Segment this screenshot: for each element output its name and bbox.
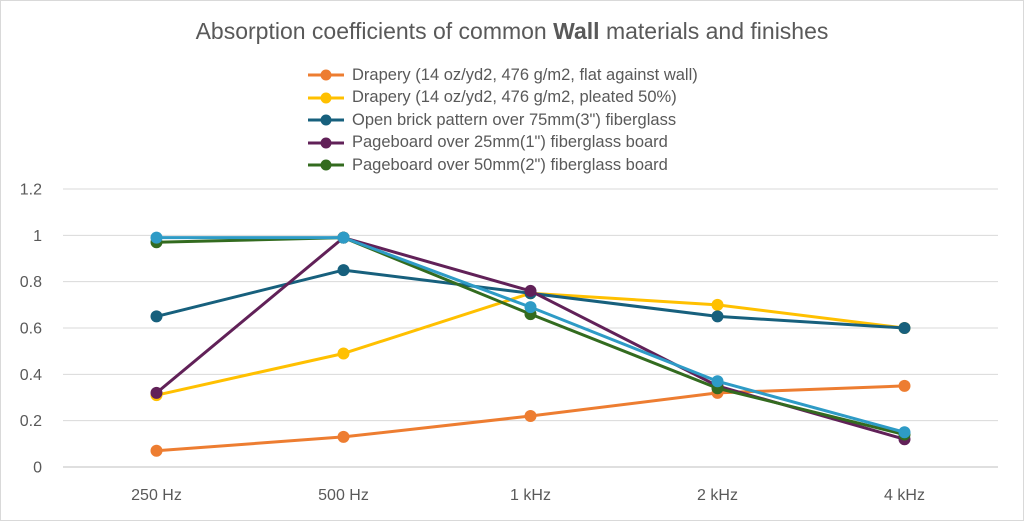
data-point-2 xyxy=(337,264,350,277)
series-line-5 xyxy=(155,236,906,434)
y-tick-label: 1.2 xyxy=(20,182,42,199)
legend-label: Drapery (14 oz/yd2, 476 g/m2, pleated 50… xyxy=(352,88,677,107)
y-tick-label: 1 xyxy=(33,228,42,245)
x-tick-label: 500 Hz xyxy=(318,487,369,504)
data-point-0 xyxy=(524,410,537,423)
x-tick-label: 4 kHz xyxy=(884,487,925,504)
data-point-2 xyxy=(898,322,911,334)
series-line-3 xyxy=(155,236,906,441)
legend-item: Pageboard over 50mm(2") fiberglass board xyxy=(306,154,698,177)
x-tick-label: 2 kHz xyxy=(697,487,738,504)
data-point-0 xyxy=(337,430,350,443)
chart-title: Absorption coefficients of common Wall m… xyxy=(0,18,1024,45)
series-line-4 xyxy=(155,236,906,437)
y-tick-label: 0 xyxy=(33,460,42,477)
y-tick-label: 0.2 xyxy=(20,413,42,430)
data-point-5 xyxy=(898,426,911,439)
legend-item: Drapery (14 oz/yd2, 476 g/m2, pleated 50… xyxy=(306,87,698,110)
data-point-0 xyxy=(898,379,911,392)
title-part-after: materials and finishes xyxy=(599,18,829,44)
legend-item: Pageboard over 25mm(1") fiberglass board xyxy=(306,132,698,155)
legend-label: Pageboard over 25mm(1") fiberglass board xyxy=(352,133,668,152)
title-part-before: Absorption coefficients of common xyxy=(195,18,554,44)
legend-item: Open brick pattern over 75mm(3") fibergl… xyxy=(306,109,698,132)
data-point-1 xyxy=(711,298,724,311)
legend-marker xyxy=(308,114,344,126)
data-point-0 xyxy=(150,444,163,457)
title-part-bold: Wall xyxy=(553,18,600,44)
data-point-5 xyxy=(711,375,724,388)
legend-item: Drapery (14 oz/yd2, 476 g/m2, flat again… xyxy=(306,64,698,87)
legend-label: Pageboard over 50mm(2") fiberglass board xyxy=(352,155,668,174)
y-tick-label: 0.6 xyxy=(20,321,42,338)
y-tick-label: 0.8 xyxy=(20,274,42,291)
data-point-5 xyxy=(150,231,163,244)
x-tick-label: 250 Hz xyxy=(131,487,182,504)
data-point-2 xyxy=(150,310,163,323)
data-point-2 xyxy=(711,310,724,323)
data-point-5 xyxy=(337,231,350,244)
legend-marker xyxy=(308,92,344,104)
data-point-5 xyxy=(524,301,537,314)
legend-label: Open brick pattern over 75mm(3") fibergl… xyxy=(352,110,677,129)
data-point-1 xyxy=(337,347,350,360)
legend: Drapery (14 oz/yd2, 476 g/m2, flat again… xyxy=(306,64,698,177)
data-point-3 xyxy=(150,386,163,399)
legend-marker xyxy=(308,159,344,171)
legend-label: Drapery (14 oz/yd2, 476 g/m2, flat again… xyxy=(352,65,698,84)
legend-marker xyxy=(308,137,344,149)
data-point-3 xyxy=(524,284,537,297)
y-tick-label: 0.4 xyxy=(20,367,42,384)
x-tick-label: 1 kHz xyxy=(510,487,551,504)
legend-marker xyxy=(308,69,344,81)
